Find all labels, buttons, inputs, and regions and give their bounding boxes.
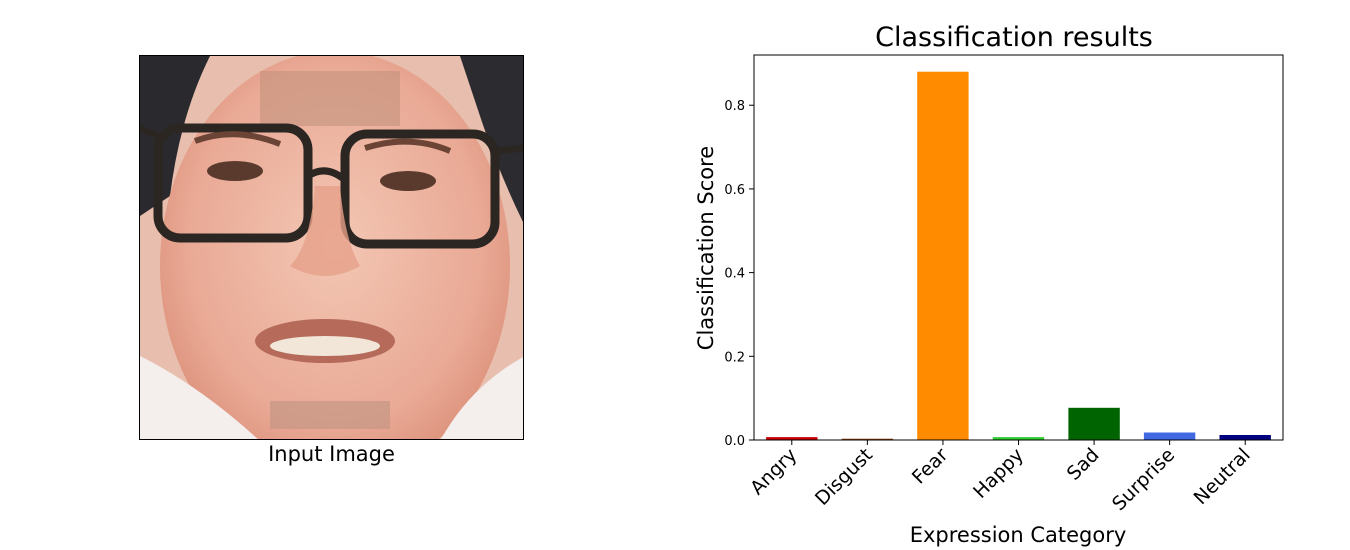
- bar-happy: [992, 437, 1045, 440]
- x-tick-label-disgust: Disgust: [811, 444, 877, 510]
- x-axis-label: Expression Category: [910, 523, 1127, 547]
- chart-title: Classification results: [875, 22, 1153, 53]
- input-image-caption: Input Image: [268, 442, 395, 466]
- x-tick-label-fear: Fear: [908, 444, 953, 489]
- x-tick-label-happy: Happy: [969, 444, 1028, 503]
- y-tick-label: 0.4: [724, 267, 745, 282]
- bar-fear: [917, 71, 969, 440]
- plot-frame: [753, 54, 1284, 441]
- bar-sad: [1068, 407, 1120, 440]
- y-tick-label: 0.8: [724, 99, 745, 114]
- x-tick-label-sad: Sad: [1063, 444, 1104, 485]
- bar-surprise: [1143, 432, 1196, 440]
- bar-angry: [766, 437, 818, 440]
- x-tick-label-surprise: Surprise: [1108, 444, 1179, 515]
- y-tick-label: 0.0: [724, 434, 745, 449]
- y-tick-label: 0.6: [724, 183, 745, 198]
- y-axis-label: Classification Score: [694, 146, 718, 350]
- bar-disgust: [841, 438, 894, 440]
- x-tick-label-neutral: Neutral: [1190, 444, 1255, 509]
- y-tick-label: 0.2: [724, 350, 745, 365]
- input-face-image: [139, 55, 524, 440]
- x-tick-label-angry: Angry: [746, 444, 801, 499]
- bar-neutral: [1219, 435, 1271, 440]
